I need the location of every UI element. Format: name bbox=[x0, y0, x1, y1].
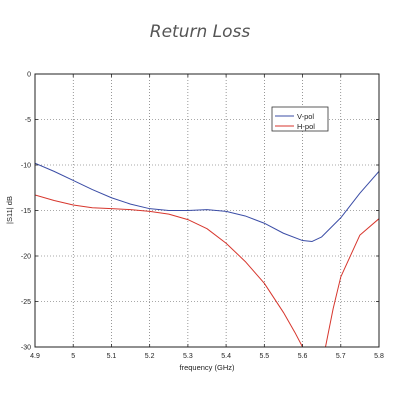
series-layer bbox=[35, 162, 379, 347]
y-tick-label: -15 bbox=[21, 208, 31, 215]
x-tick-label: 5 bbox=[71, 353, 75, 360]
series-line-v-pol bbox=[35, 162, 379, 242]
y-axis-label: |S11| dB bbox=[5, 196, 14, 224]
y-tick-label: -5 bbox=[25, 117, 31, 124]
x-tick-label: 5.7 bbox=[336, 353, 346, 360]
legend-box bbox=[271, 106, 329, 132]
x-tick-label: 5.3 bbox=[183, 353, 193, 360]
y-tick-label: -30 bbox=[21, 345, 31, 352]
y-tick-label: 0 bbox=[27, 72, 31, 79]
x-tick-label: 5.2 bbox=[145, 353, 155, 360]
chart-title: Return Loss bbox=[149, 22, 251, 42]
x-tick-label: 5.5 bbox=[259, 353, 269, 360]
x-tick-label: 5.4 bbox=[221, 353, 231, 360]
y-tick-label: -10 bbox=[21, 163, 31, 170]
legend: V-pol H-pol bbox=[271, 106, 329, 132]
x-axis-label: frequency (GHz) bbox=[179, 363, 235, 372]
x-tick-label: 4.9 bbox=[30, 353, 40, 360]
legend-label-h-pol: H-pol bbox=[297, 122, 315, 131]
legend-label-v-pol: V-pol bbox=[297, 112, 314, 121]
series-line-h-pol bbox=[35, 194, 379, 347]
y-tick-label: -20 bbox=[21, 254, 31, 261]
x-tick-label: 5.8 bbox=[374, 353, 384, 360]
y-tick-label: -25 bbox=[21, 299, 31, 306]
x-tick-label: 5.1 bbox=[107, 353, 117, 360]
tick-layer: 4.9 5 5.1 5.2 5.3 5.4 5.5 5.6 5.7 5.8 -30 -25 -20 -15… bbox=[21, 72, 384, 361]
x-tick-label: 5.6 bbox=[298, 353, 308, 360]
